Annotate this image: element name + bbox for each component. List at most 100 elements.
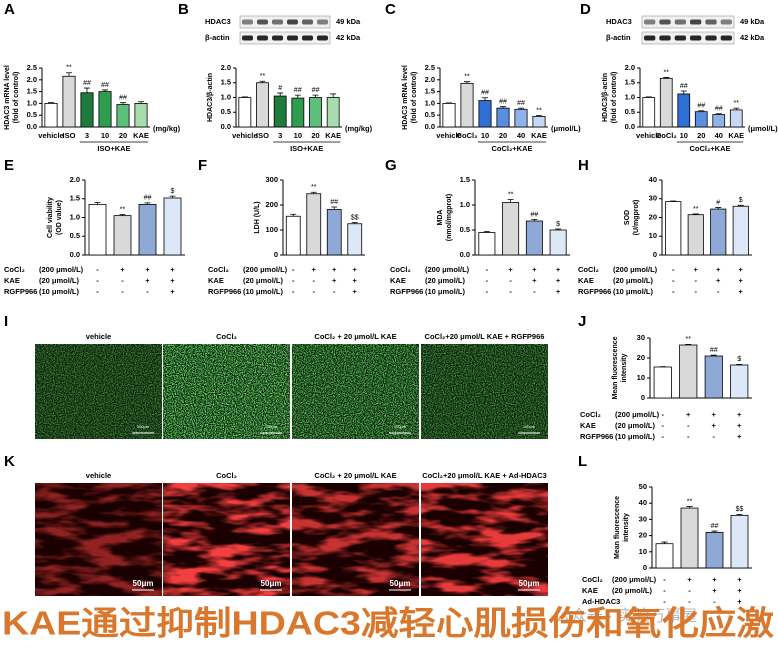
y-tick-label: 1.5 [460, 175, 470, 184]
y-tick-label: 0.0 [460, 250, 470, 259]
image-title: CoCl₂ + 20 μmol/L KAE [314, 332, 396, 341]
significance: ## [294, 87, 302, 94]
significance: # [716, 199, 720, 206]
condition-sign: + [712, 421, 717, 430]
y-tick-label: 2.5 [27, 63, 37, 72]
error-bar [138, 101, 144, 104]
condition-sign: + [716, 265, 721, 274]
panel-letter: C [385, 1, 396, 18]
y-axis-label: (nmol/mgprot) [446, 194, 453, 241]
blot-band [257, 19, 268, 25]
error-bar [330, 93, 337, 98]
significance: ** [686, 336, 692, 343]
y-tick-label: 100 [265, 225, 278, 234]
condition-sign: - [486, 287, 489, 296]
y-axis-label: SOD [624, 210, 631, 225]
error-bar [715, 113, 722, 115]
significance: $ [737, 356, 741, 363]
significance: ## [530, 211, 538, 218]
y-axis-label: intensity [623, 513, 630, 542]
x-tick-label: CoCl₂ [457, 131, 478, 140]
x-tick-label: 10 [101, 131, 109, 140]
blot-band [242, 19, 253, 25]
error-bar [144, 202, 151, 205]
condition-name: RGFP966 [578, 287, 611, 296]
condition-sign: - [146, 287, 149, 296]
significance: ** [120, 206, 126, 213]
y-tick-label: 0.0 [221, 122, 231, 131]
condition-sign: - [663, 597, 666, 606]
condition-sign: + [145, 276, 150, 285]
significance: ** [260, 73, 266, 80]
y-tick-label: 2.0 [70, 175, 80, 184]
banner: KAE通过抑制HDAC3减轻心肌损伤和氧化应激 [2, 605, 774, 642]
condition-dose: (20 μmol/L) [243, 276, 284, 285]
blot-band [644, 35, 656, 41]
condition-sign: - [509, 287, 512, 296]
bar [88, 203, 107, 256]
scale-label: 100μm [523, 424, 536, 429]
y-tick-label: 0 [643, 563, 647, 572]
group-label: ISO+KAE [290, 144, 323, 153]
y-tick-label: 0.5 [27, 110, 37, 119]
y-tick-label: 0.0 [625, 122, 635, 131]
bar [665, 201, 682, 256]
error-bar [500, 106, 506, 109]
blot-band [287, 35, 298, 41]
condition-sign: - [486, 276, 489, 285]
condition-name: RGFP966 [390, 287, 423, 296]
y-tick-label: 0.0 [70, 250, 80, 259]
error-bar [737, 204, 744, 207]
significance: $$ [351, 214, 359, 221]
condition-sign: - [333, 287, 336, 296]
y-tick-label: 20 [637, 353, 645, 362]
error-bar [686, 506, 693, 509]
condition-sign: - [96, 287, 99, 296]
condition-sign: - [121, 276, 124, 285]
condition-sign: + [686, 410, 691, 419]
x-tick-label: 40 [517, 131, 525, 140]
y-tick-label: 0.0 [425, 122, 435, 131]
error-bar [736, 364, 743, 365]
condition-sign: + [312, 265, 317, 274]
y-axis-label: (U/mgprot) [633, 200, 640, 236]
blot-band [272, 19, 283, 25]
blot-band [302, 19, 313, 25]
significance: ** [664, 69, 670, 76]
y-axis-label: Mean fluorescence [612, 336, 619, 399]
image-title: CoCl₂ + 20 μmol/L KAE [314, 471, 396, 480]
y-tick-label: 30 [649, 194, 657, 203]
y-tick-label: 0.5 [221, 107, 231, 116]
y-axis-label: MDA [437, 210, 444, 226]
error-bar [710, 354, 717, 356]
condition-sign: - [662, 410, 665, 419]
panel-letter: G [385, 157, 397, 174]
bar [642, 97, 656, 128]
blot-band [659, 35, 671, 41]
condition-sign: + [556, 276, 561, 285]
significance: ## [101, 82, 109, 89]
blot-size: 49 kDa [336, 17, 361, 26]
watermark: 公众号 · 实验万事屋 [555, 607, 697, 625]
y-tick-label: 0.0 [27, 122, 37, 131]
scale-label: 50μm [133, 579, 154, 588]
error-bar [670, 200, 677, 202]
condition-dose: (200 μmol/L) [612, 575, 657, 584]
condition-dose: (20 μmol/L) [615, 421, 656, 430]
x-tick-label: KAE [133, 131, 149, 140]
condition-sign: + [170, 287, 175, 296]
condition-name: KAE [582, 586, 598, 595]
error-bar [685, 344, 692, 345]
error-bar [294, 94, 301, 99]
condition-sign: + [353, 265, 358, 274]
condition-dose: (20 μmol/L) [612, 586, 653, 595]
blot-band [720, 19, 732, 25]
condition-sign: + [508, 265, 513, 274]
x-tick-label: KAE [728, 131, 744, 140]
condition-sign: - [672, 265, 675, 274]
micrograph [35, 344, 162, 439]
bar [549, 229, 567, 256]
condition-sign: + [687, 575, 692, 584]
y-tick-label: 10 [649, 231, 657, 240]
bar [460, 82, 474, 128]
